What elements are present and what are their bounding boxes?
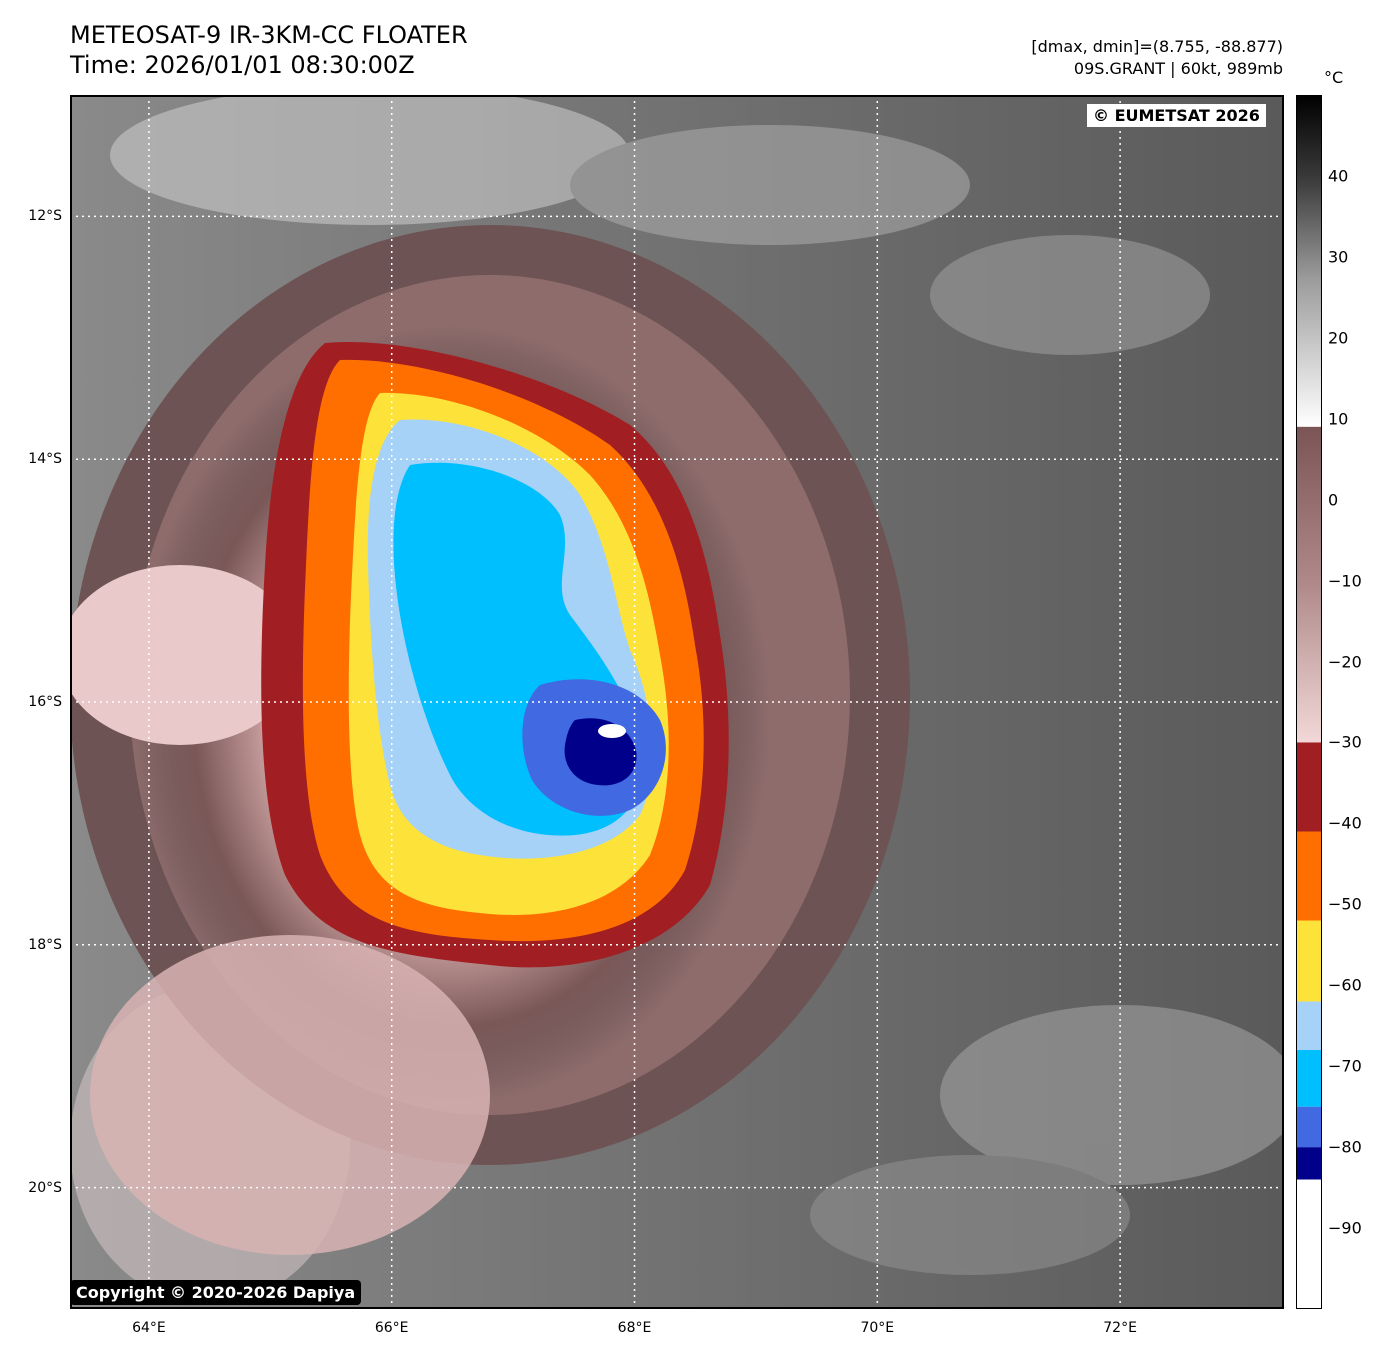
colorbar-band <box>1296 1050 1322 1107</box>
map-frame <box>70 95 1284 1309</box>
colorbar-band <box>1296 1106 1322 1148</box>
latitude-tick-label: 16°S <box>28 694 62 710</box>
colorbar-band <box>1296 1179 1322 1309</box>
colorbar-tick-label: −70 <box>1328 1056 1362 1076</box>
map-title: METEOSAT-9 IR-3KM-CC FLOATER <box>70 21 468 49</box>
longitude-tick-label: 64°E <box>132 1320 166 1336</box>
colorbar-tick-label: −10 <box>1328 571 1362 591</box>
latitude-tick-label: 14°S <box>28 451 62 468</box>
colorbar-tick-label: −90 <box>1328 1218 1362 1238</box>
colorbar-tick-label: −30 <box>1328 732 1362 752</box>
latitude-tick-label: 18°S <box>28 936 62 953</box>
temperature-colorbar <box>1296 95 1322 1309</box>
latitude-tick-label: 20°S <box>28 1179 62 1196</box>
colorbar-tick-label: 0 <box>1328 490 1339 510</box>
map-time: Time: 2026/01/01 08:30:00Z <box>70 51 415 79</box>
colorbar-band <box>1296 920 1322 1002</box>
colorbar-warm-segment <box>1296 95 1322 427</box>
eumetsat-credit: © EUMETSAT 2026 <box>1087 104 1266 127</box>
temperature-range-text: [dmax, dmin]=(8.755, -88.877) <box>1031 37 1283 56</box>
colorbar-tick-label: −50 <box>1328 894 1362 914</box>
storm-info-text: 09S.GRANT | 60kt, 989mb <box>1073 59 1283 78</box>
colorbar-tick-label: −20 <box>1328 652 1362 672</box>
dapiya-copyright: Copyright © 2020-2026 Dapiya <box>70 1280 362 1305</box>
colorbar-tick-label: 40 <box>1328 166 1349 186</box>
colorbar-band <box>1296 831 1322 921</box>
longitude-tick-label: 66°E <box>374 1320 409 1336</box>
colorbar-band <box>1296 742 1322 832</box>
longitude-tick-label: 68°E <box>617 1320 652 1336</box>
colorbar-unit: °C <box>1324 68 1344 87</box>
map-gridlines <box>70 95 1284 1309</box>
satellite-ir-map <box>70 95 1284 1309</box>
latitude-tick-label: 12°S <box>28 208 62 225</box>
colorbar-band <box>1296 1147 1322 1180</box>
colorbar-tick-label: 30 <box>1328 247 1349 267</box>
colorbar-tick-label: −40 <box>1328 813 1362 833</box>
cold-cloud-tops <box>261 341 729 968</box>
colorbar-tick-label: −60 <box>1328 975 1362 995</box>
colorbar-tick-label: 20 <box>1328 328 1349 348</box>
colorbar-tick-label: 10 <box>1328 409 1349 429</box>
colorbar-mid-segment <box>1296 426 1322 743</box>
longitude-tick-label: 72°E <box>1103 1320 1137 1336</box>
colorbar-tick-label: −80 <box>1328 1137 1362 1157</box>
longitude-tick-label: 70°E <box>860 1320 895 1336</box>
colorbar-band <box>1296 1001 1322 1051</box>
